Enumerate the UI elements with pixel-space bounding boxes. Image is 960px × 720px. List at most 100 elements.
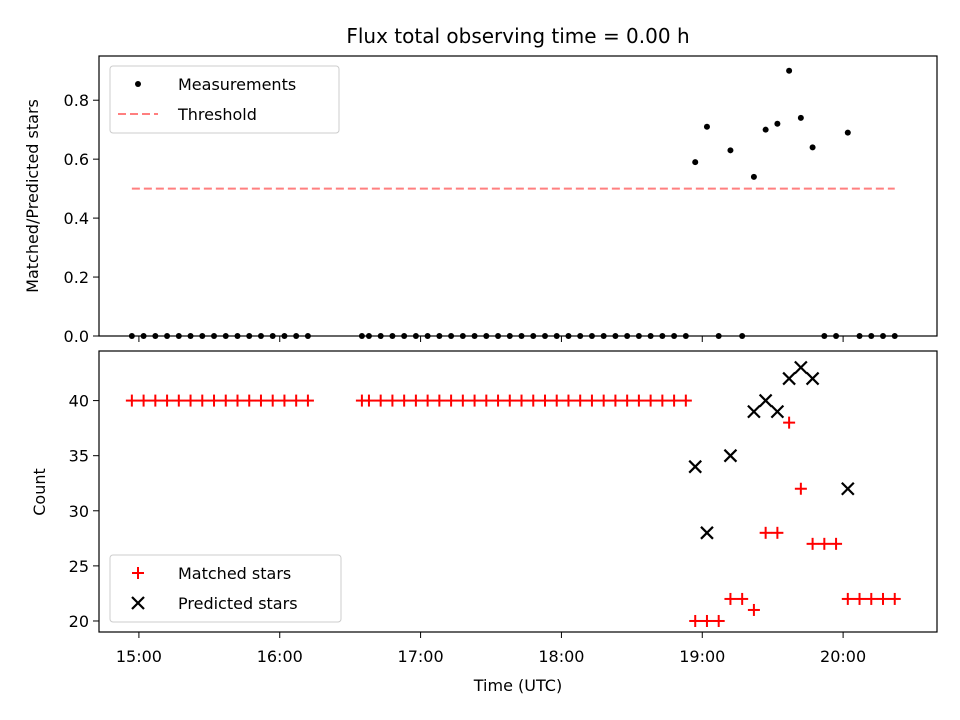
- predicted-star-point-b: [758, 393, 773, 408]
- legend-label-matched: Matched stars: [178, 564, 291, 583]
- matched-star-point: [818, 537, 831, 550]
- measurement-point: [703, 123, 710, 130]
- top-ytick-label: 0.8: [64, 91, 89, 110]
- bottom-x-axis: 15:00 16:00 17:00 18:00 19:00 20:00: [116, 632, 866, 666]
- matched-star-point: [736, 592, 749, 605]
- matched-star-point: [231, 394, 244, 407]
- matched-star-point: [585, 394, 598, 407]
- matched-star-point: [409, 394, 422, 407]
- predicted-star-point-b: [782, 371, 796, 386]
- top-axes-frame: [98, 55, 938, 337]
- top-y-axis-label: Matched/Predicted stars: [23, 99, 42, 293]
- legend-marker-measurements: [135, 81, 141, 87]
- measurement-point: [692, 159, 699, 166]
- measurement-point: [762, 126, 769, 133]
- bottom-xtick-label: 20:00: [820, 647, 866, 666]
- matched-star-point: [712, 614, 725, 627]
- predicted-star-point-b: [770, 404, 785, 419]
- matched-star-point: [724, 592, 737, 605]
- matched-star-point: [254, 394, 267, 407]
- matched-star-point: [386, 394, 399, 407]
- matched-star-point: [480, 394, 493, 407]
- matched-star-point: [266, 394, 279, 407]
- matched-star-point: [515, 394, 528, 407]
- top-panel: 0.00.20.40.60.8 Matched/Predicted stars …: [23, 55, 938, 346]
- bottom-x-axis-label: Time (UTC): [473, 676, 562, 695]
- matched-star-point: [865, 592, 878, 605]
- predicted-star-point: [770, 404, 785, 419]
- matched-star-point: [747, 603, 760, 616]
- matched-star-point: [374, 394, 387, 407]
- matched-star-point: [621, 394, 634, 407]
- predicted-star-point: [758, 393, 773, 408]
- matched-star-point: [759, 526, 772, 539]
- predicted-star-point-b: [700, 526, 714, 540]
- matched-star-point: [137, 394, 150, 407]
- top-y-axis: 0.0 0.2 0.4 0.6 0.8: [64, 91, 99, 346]
- matched-star-point: [468, 394, 481, 407]
- measurement-point: [774, 120, 781, 127]
- matched-star-point: [492, 394, 505, 407]
- predicted-star-point-b: [841, 481, 855, 496]
- predicted-star-point: [794, 360, 808, 375]
- bottom-ytick-label: 35: [69, 447, 89, 466]
- matched-star-point: [656, 394, 669, 407]
- matched-star-point: [362, 394, 375, 407]
- bottom-xtick-label: 16:00: [257, 647, 303, 666]
- bottom-xtick-label: 19:00: [679, 647, 725, 666]
- matched-star-point: [290, 394, 303, 407]
- predicted-star-point-b: [794, 360, 808, 375]
- matched-star-point: [841, 592, 854, 605]
- bottom-ytick-label: 20: [69, 612, 89, 631]
- predicted-star-point: [723, 448, 738, 463]
- top-ytick-label: 0.0: [64, 327, 89, 346]
- legend-marker-predicted-b: [131, 596, 145, 610]
- predicted-star-point: [841, 481, 855, 496]
- matched-star-point: [503, 394, 516, 407]
- matched-star-point: [853, 592, 866, 605]
- matched-star-point: [196, 394, 209, 407]
- matched-star-point: [771, 526, 784, 539]
- matched-star-point: [609, 394, 622, 407]
- top-x-axis: [138, 336, 844, 342]
- matched-star-point: [456, 394, 469, 407]
- matched-star-point: [184, 394, 197, 407]
- matched-star-point: [161, 394, 174, 407]
- matched-star-point: [208, 394, 221, 407]
- predicted-star-point-b: [805, 371, 820, 386]
- bottom-plot-area: [125, 360, 901, 627]
- matched-star-point: [632, 394, 645, 407]
- top-legend: Measurements Threshold: [109, 65, 340, 134]
- bottom-axes-frame: [98, 350, 938, 633]
- matched-star-point: [562, 394, 575, 407]
- matched-star-point: [125, 394, 138, 407]
- predicted-star-point-b: [723, 448, 738, 463]
- matched-star-point: [783, 416, 796, 429]
- bottom-xtick-label: 18:00: [538, 647, 584, 666]
- matched-star-point: [679, 394, 692, 407]
- matched-star-point: [527, 394, 540, 407]
- measurement-point: [797, 114, 804, 121]
- matched-star-point: [888, 592, 901, 605]
- matched-star-point: [219, 394, 232, 407]
- bottom-xtick-label: 15:00: [116, 647, 162, 666]
- measurement-point: [844, 129, 851, 136]
- matched-star-point: [830, 537, 843, 550]
- predicted-star-point: [747, 404, 761, 419]
- legend-label-predicted: Predicted stars: [178, 594, 298, 613]
- top-ytick-label: 0.6: [64, 150, 89, 169]
- top-ytick-label: 0.4: [64, 209, 89, 228]
- legend-frame: [109, 65, 340, 134]
- matched-star-point: [398, 394, 411, 407]
- matched-star-point: [668, 394, 681, 407]
- matched-star-point: [550, 394, 563, 407]
- matched-star-point: [574, 394, 587, 407]
- matched-star-point: [445, 394, 458, 407]
- matched-star-point: [301, 394, 314, 407]
- legend-label-threshold: Threshold: [177, 105, 257, 124]
- bottom-xtick-label: 17:00: [398, 647, 444, 666]
- matched-star-point: [149, 394, 162, 407]
- chart-title: Flux total observing time = 0.00 h: [346, 24, 689, 48]
- matched-star-point: [806, 537, 819, 550]
- bottom-ytick-label: 30: [69, 502, 89, 521]
